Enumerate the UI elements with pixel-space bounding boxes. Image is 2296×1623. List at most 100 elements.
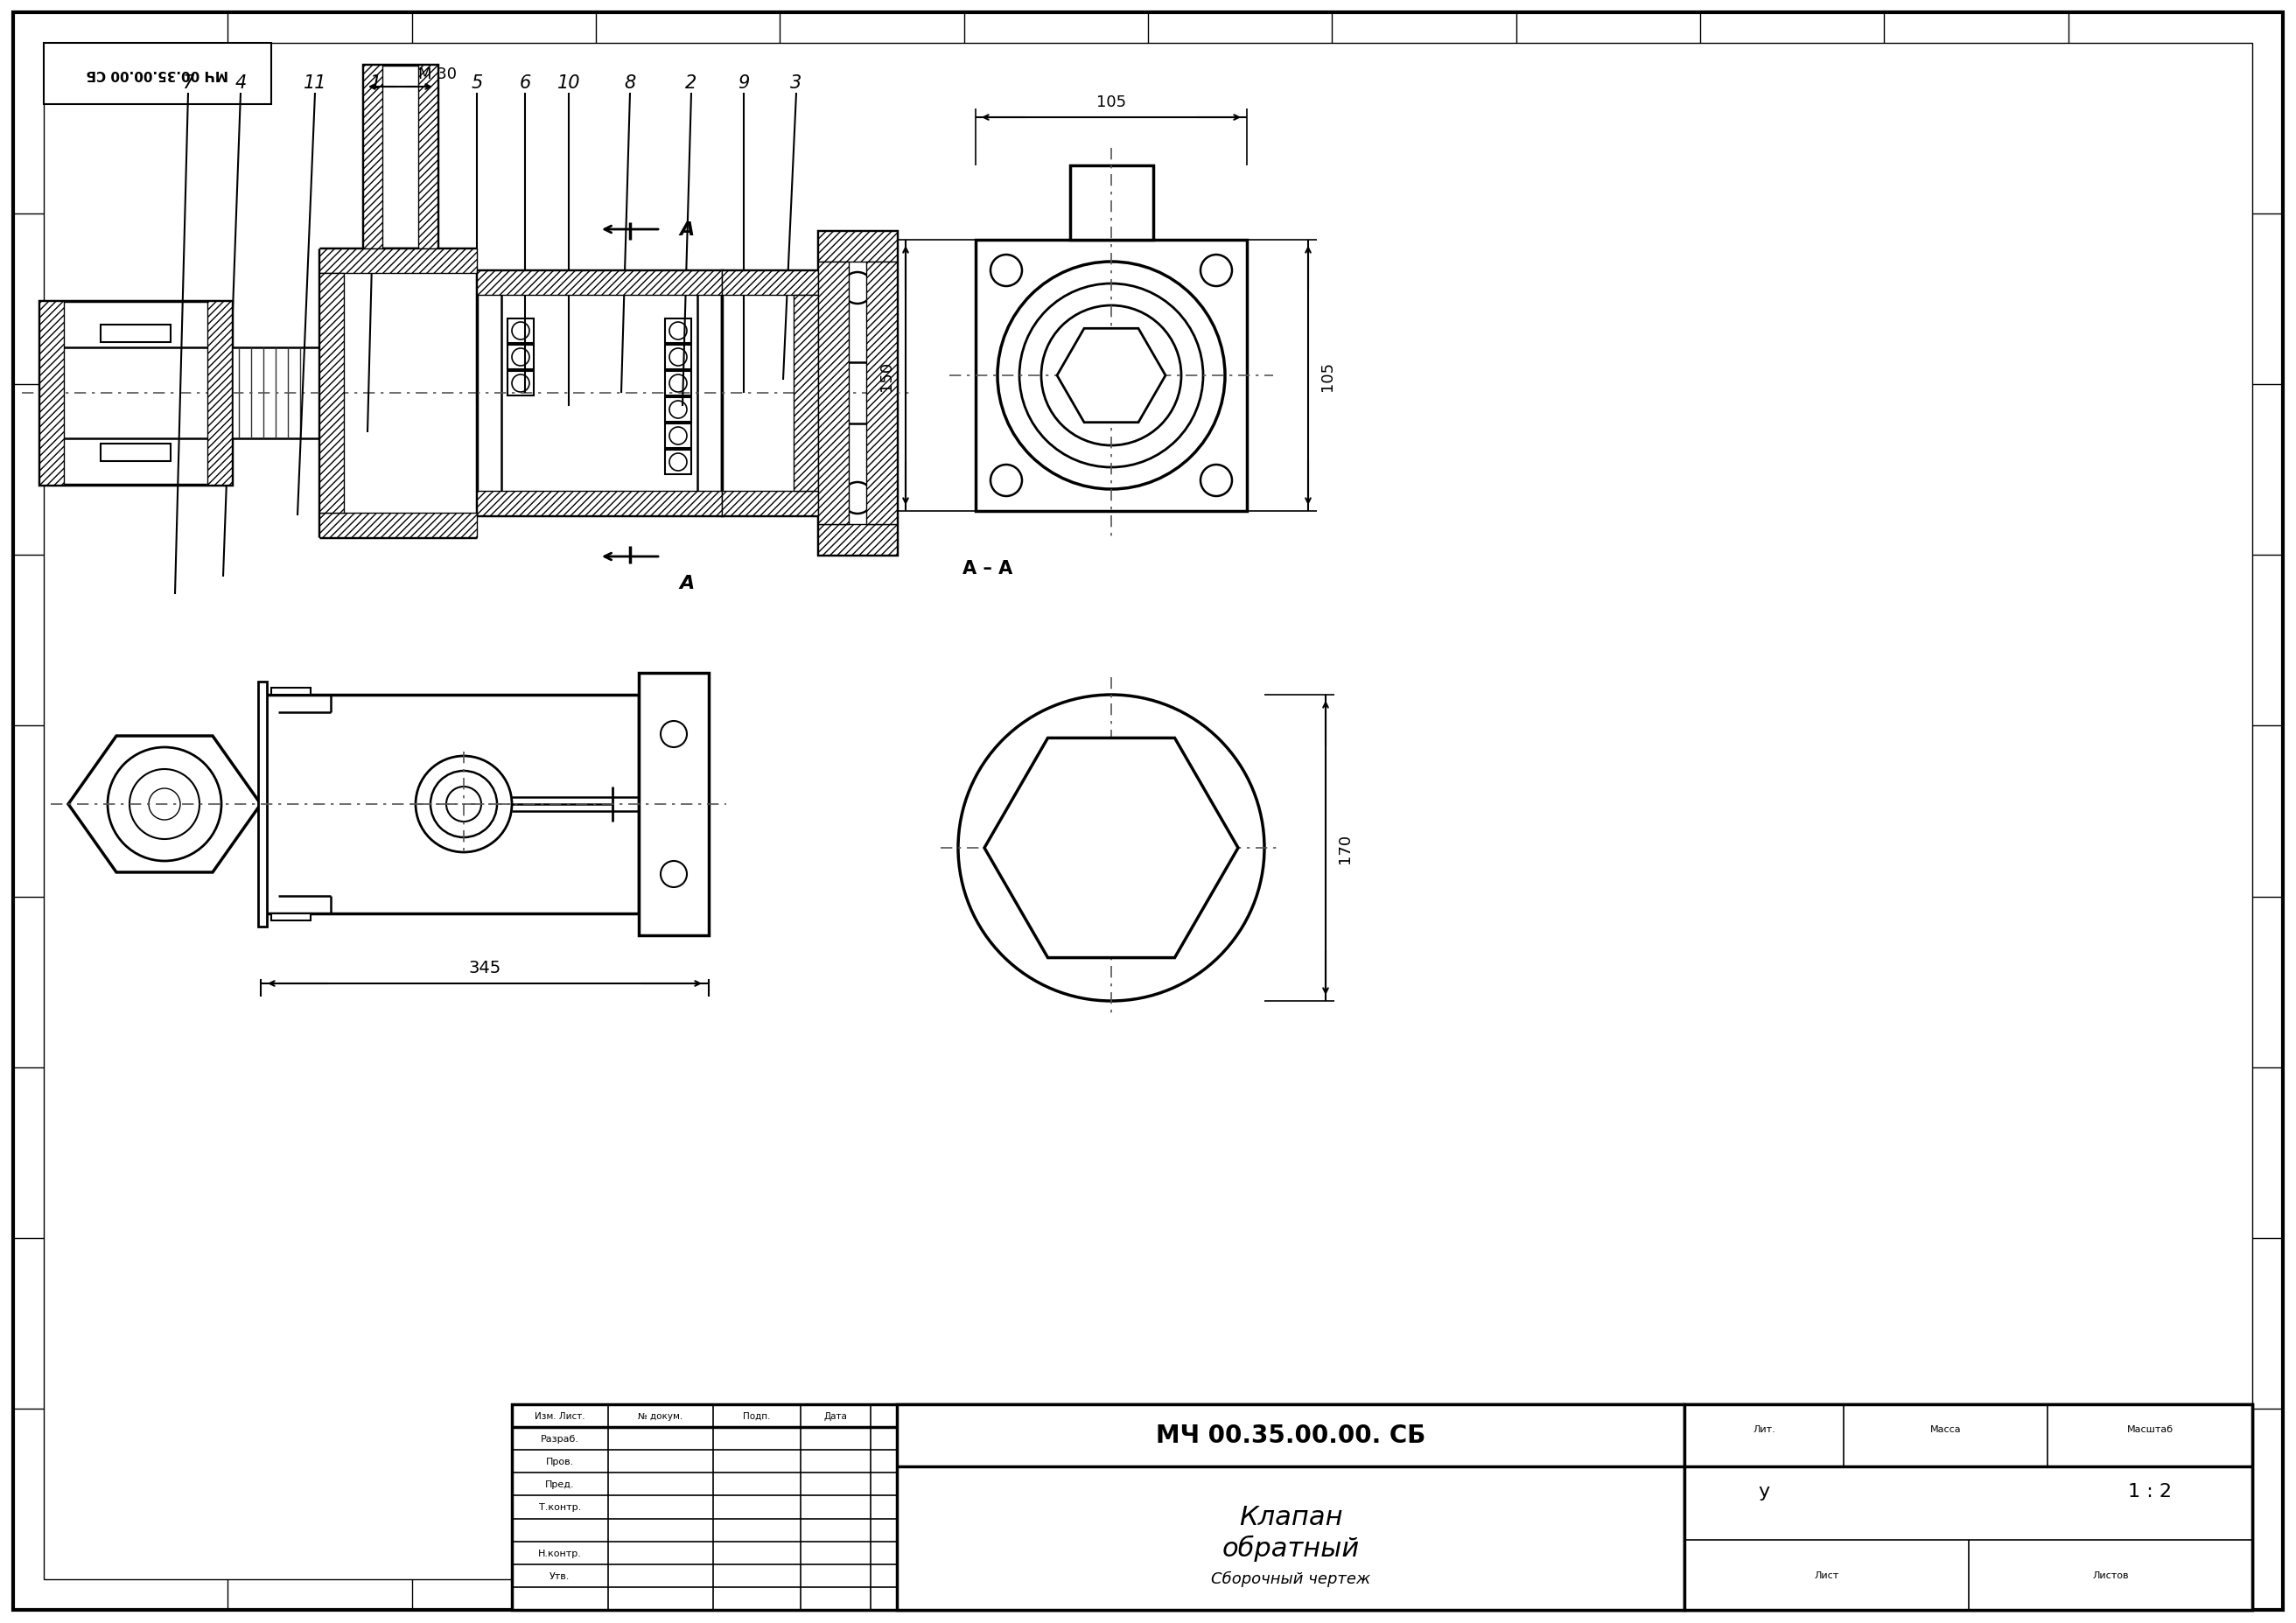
Bar	[39, 302, 232, 485]
Circle shape	[670, 454, 687, 471]
Text: Подп.: Подп.	[744, 1412, 771, 1420]
Bar	[319, 513, 478, 537]
Bar	[666, 346, 691, 370]
Text: обратный: обратный	[1221, 1535, 1359, 1561]
Circle shape	[445, 787, 482, 821]
Bar	[507, 346, 533, 370]
Text: 170: 170	[1336, 833, 1352, 863]
Bar	[666, 320, 691, 344]
Bar	[101, 445, 170, 461]
Bar	[898, 1404, 1685, 1610]
Text: 11: 11	[303, 75, 326, 93]
Text: Клапан: Клапан	[1240, 1503, 1343, 1529]
Text: 9: 9	[737, 75, 748, 93]
Text: А: А	[680, 575, 693, 592]
Circle shape	[512, 323, 530, 341]
Circle shape	[1019, 284, 1203, 467]
Text: 1 : 2: 1 : 2	[2128, 1482, 2172, 1500]
Bar	[44, 44, 271, 105]
Circle shape	[957, 695, 1265, 1001]
Circle shape	[512, 375, 530, 393]
Bar	[512, 1404, 2252, 1610]
Text: Масса: Масса	[1931, 1425, 1961, 1433]
Text: Т.контр.: Т.контр.	[540, 1503, 581, 1511]
Polygon shape	[985, 738, 1238, 958]
Bar	[817, 263, 850, 524]
Bar	[257, 682, 266, 927]
Circle shape	[670, 401, 687, 419]
Circle shape	[670, 349, 687, 367]
Text: Лист: Лист	[1814, 1571, 1839, 1579]
Circle shape	[432, 771, 496, 837]
Bar	[721, 271, 817, 295]
Bar	[666, 398, 691, 422]
Bar	[666, 450, 691, 476]
Bar	[638, 674, 709, 936]
Bar	[721, 271, 817, 516]
Bar	[207, 302, 232, 485]
Text: А – А: А – А	[962, 560, 1013, 578]
Circle shape	[108, 748, 220, 862]
Bar	[507, 372, 533, 396]
Circle shape	[1097, 362, 1125, 390]
Circle shape	[843, 273, 872, 305]
Circle shape	[843, 482, 872, 514]
Text: Н.контр.: Н.контр.	[537, 1548, 581, 1556]
Text: Лит.: Лит.	[1752, 1425, 1775, 1433]
Circle shape	[1093, 829, 1130, 867]
Circle shape	[990, 466, 1022, 497]
Text: Сборочный чертеж: Сборочный чертеж	[1210, 1571, 1371, 1586]
Text: 1: 1	[370, 75, 381, 93]
Circle shape	[512, 349, 530, 367]
Text: у: у	[1759, 1482, 1770, 1500]
Bar	[478, 492, 721, 516]
Circle shape	[661, 862, 687, 888]
Bar	[817, 232, 898, 263]
Text: Листов: Листов	[2092, 1571, 2128, 1579]
Circle shape	[670, 427, 687, 445]
Text: М 30: М 30	[418, 67, 457, 83]
Text: 150: 150	[879, 360, 893, 391]
Circle shape	[990, 255, 1022, 287]
Text: 8: 8	[625, 75, 636, 93]
Text: 3: 3	[790, 75, 801, 93]
Bar	[363, 65, 439, 250]
Circle shape	[416, 756, 512, 852]
Bar	[319, 250, 478, 274]
Text: 2: 2	[687, 75, 698, 93]
Text: 105: 105	[1320, 360, 1336, 391]
Bar	[418, 65, 439, 250]
Polygon shape	[69, 737, 262, 873]
Circle shape	[670, 323, 687, 341]
Bar	[1070, 166, 1153, 240]
Bar	[817, 232, 898, 555]
Circle shape	[1024, 761, 1199, 936]
Circle shape	[1104, 841, 1118, 855]
Text: МЧ 00.35.00.00. СБ: МЧ 00.35.00.00. СБ	[1155, 1423, 1426, 1448]
Circle shape	[129, 769, 200, 839]
Bar	[271, 914, 310, 920]
Bar	[794, 295, 817, 492]
Text: Изм. Лист.: Изм. Лист.	[535, 1412, 585, 1420]
Bar	[666, 372, 691, 396]
Text: 4: 4	[234, 75, 246, 93]
Bar	[666, 424, 691, 448]
Text: МЧ 00.35.00.00 СБ: МЧ 00.35.00.00 СБ	[87, 68, 230, 81]
Bar	[363, 65, 383, 250]
Circle shape	[1201, 255, 1233, 287]
Text: 10: 10	[558, 75, 581, 93]
Circle shape	[1081, 346, 1141, 407]
Bar	[976, 240, 1247, 511]
Text: Пред.: Пред.	[544, 1480, 574, 1488]
Text: № докум.: № докум.	[638, 1412, 682, 1420]
Circle shape	[996, 263, 1226, 490]
Circle shape	[670, 375, 687, 393]
Circle shape	[149, 789, 181, 820]
Bar	[1685, 1404, 2252, 1610]
Bar	[866, 263, 898, 524]
Text: 345: 345	[468, 959, 501, 977]
Text: Разраб.: Разраб.	[542, 1435, 579, 1443]
Text: Дата: Дата	[824, 1412, 847, 1420]
Bar	[817, 524, 898, 555]
Bar	[262, 695, 638, 914]
